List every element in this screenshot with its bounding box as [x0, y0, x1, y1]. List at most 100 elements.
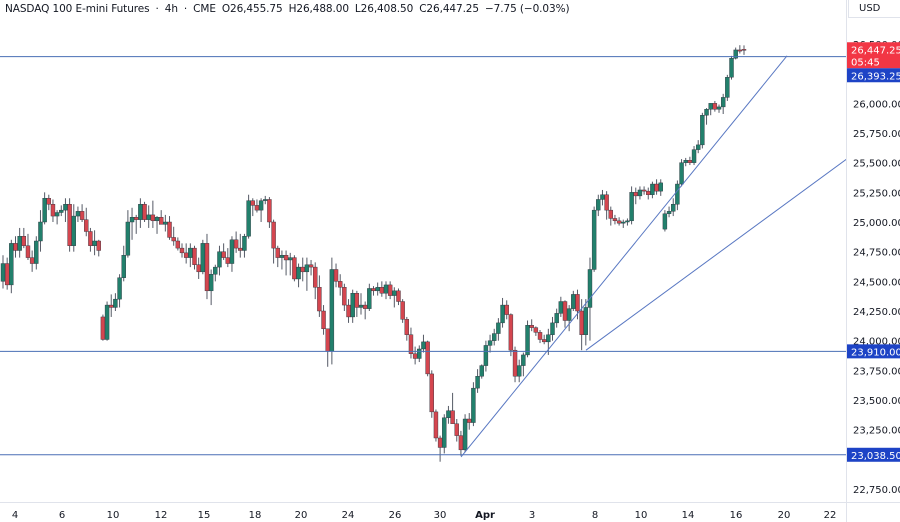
time-tick-label: 6: [59, 510, 65, 521]
trendline[interactable]: [460, 55, 788, 458]
candle: [192, 245, 197, 270]
candle: [483, 340, 489, 372]
candle: [371, 286, 376, 296]
candle: [467, 413, 472, 430]
candle: [558, 296, 564, 317]
candle: [429, 370, 434, 418]
candle: [204, 233, 210, 300]
candle: [75, 206, 81, 223]
candle: [358, 293, 364, 315]
level-price-badge: [847, 447, 900, 462]
candle: [313, 262, 318, 300]
candle: [13, 236, 18, 258]
candle: [654, 179, 659, 195]
time-tick-label: 20: [778, 510, 791, 521]
candle: [104, 301, 110, 341]
candle: [354, 290, 360, 317]
candle: [54, 210, 60, 225]
price-tick-label: 25,250.00: [853, 188, 900, 199]
candle: [317, 275, 322, 317]
candle: [546, 328, 551, 355]
candle: [691, 146, 697, 166]
candle: [512, 346, 518, 383]
candle: [741, 45, 747, 55]
candle: [229, 236, 235, 272]
candle: [412, 346, 418, 365]
candle: [666, 206, 672, 218]
candle: [196, 257, 201, 279]
candle: [296, 263, 301, 288]
candle: [616, 217, 622, 226]
candle: [179, 243, 185, 258]
candle: [517, 359, 522, 383]
interval[interactable]: 4h: [164, 3, 178, 15]
candle: [113, 293, 118, 312]
candle: [150, 200, 156, 228]
candle: [375, 282, 380, 296]
candle: [637, 186, 643, 200]
candle: [233, 231, 239, 253]
candle: [587, 257, 593, 341]
time-tick-label: 14: [682, 510, 695, 521]
candle: [450, 392, 455, 424]
candle: [258, 198, 264, 223]
candle: [596, 194, 601, 217]
open-value: O26,455.75: [221, 3, 283, 15]
time-tick-label: 12: [155, 510, 168, 521]
candle: [529, 319, 534, 332]
candle: [34, 236, 39, 270]
time-tick-label: 10: [107, 510, 120, 521]
candle: [612, 214, 618, 225]
candle: [396, 288, 401, 306]
candle: [621, 219, 626, 228]
symbol-name[interactable]: NASDAQ 100 E-mini Futures: [5, 3, 150, 15]
candle: [4, 257, 10, 290]
level-price-label: 23,910.00: [851, 347, 900, 358]
candle: [158, 210, 164, 225]
candle: [337, 274, 343, 296]
candle: [662, 210, 668, 232]
trendlines-layer[interactable]: [460, 55, 900, 458]
candle: [42, 192, 47, 225]
candle: [163, 214, 168, 232]
candle: [84, 207, 89, 237]
candle: [487, 334, 493, 353]
candle: [263, 195, 268, 205]
candle: [117, 274, 122, 308]
candle: [29, 250, 35, 272]
candle: [213, 264, 218, 282]
candle: [275, 245, 280, 268]
candle: [304, 257, 310, 291]
candle: [242, 233, 247, 258]
candle: [183, 243, 189, 264]
candle: [221, 243, 226, 260]
candle: [188, 243, 193, 268]
currency-selector[interactable]: USD: [848, 0, 900, 18]
price-tick-label: 23,750.00: [853, 366, 900, 377]
separator: ·: [183, 3, 188, 15]
candle: [59, 205, 64, 217]
candle: [629, 186, 634, 225]
candle: [683, 157, 688, 167]
time-axis[interactable]: 4 6 10 12 15 18 20 24 26 30 Apr 3 8 10 14 16 20 22: [0, 502, 900, 522]
candle: [554, 308, 559, 328]
price-tick-label: 25,750.00: [853, 129, 900, 140]
candle: [733, 47, 738, 60]
candle: [704, 108, 709, 125]
time-tick-label: 24: [342, 510, 355, 521]
candle: [537, 329, 543, 344]
level-price-badge: [847, 344, 900, 359]
price-tick-label: 24,750.00: [853, 248, 900, 259]
candle: [250, 198, 255, 217]
last-price-label: 26,447.25: [851, 45, 900, 56]
candle: [417, 345, 422, 363]
price-axis[interactable]: 26,500.0026,000.0025,750.0025,500.0025,2…: [846, 0, 900, 522]
candle: [541, 334, 547, 345]
candle: [238, 233, 243, 258]
horizontal-levels-layer[interactable]: [0, 56, 846, 456]
countdown-label: 05:45: [851, 57, 880, 68]
candle: [175, 237, 181, 251]
candle: [708, 103, 713, 116]
candle: [404, 316, 410, 341]
